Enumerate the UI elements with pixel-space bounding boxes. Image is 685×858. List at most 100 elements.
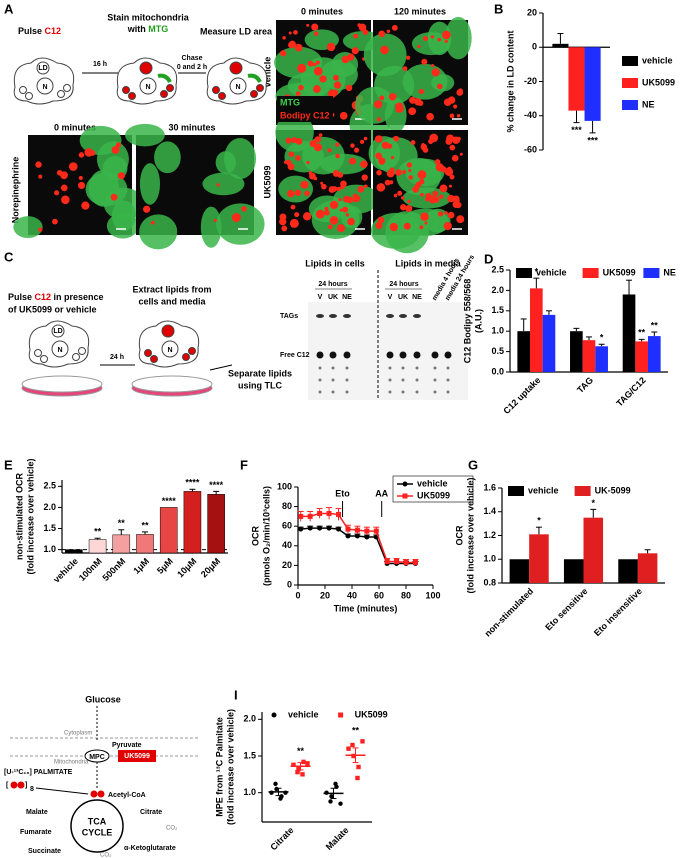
tracer: [ (6, 782, 9, 789)
tlc-spot (401, 390, 405, 394)
lipid-droplet (449, 113, 455, 119)
cell-stain (374, 65, 415, 105)
step-label: cells and media (138, 296, 206, 306)
lipid-droplet (393, 135, 400, 142)
x-tick-label: 80 (401, 590, 411, 600)
image-label: 120 minutes (394, 6, 446, 16)
lipid-droplet (444, 211, 448, 215)
significance: ** (141, 520, 149, 530)
lipid-droplet (338, 198, 342, 202)
lipid-droplet (348, 157, 357, 165)
lipid-droplet (52, 218, 58, 225)
lipid-droplet (306, 23, 310, 27)
lipid-droplet (374, 100, 383, 109)
lipid-droplet (435, 163, 444, 172)
lipid-droplet (395, 104, 404, 113)
x-tick-label: 60 (374, 590, 384, 600)
lipid-droplet (423, 35, 429, 41)
marker (298, 526, 304, 532)
lipid-droplet (431, 68, 440, 77)
mitochondrion (157, 73, 172, 83)
bar (622, 294, 636, 372)
lipid-droplet (336, 186, 341, 192)
droplet (57, 90, 65, 98)
lipid-droplet (402, 169, 407, 175)
tlc-spot (399, 314, 407, 318)
row-label: Norepinephrine (10, 157, 20, 224)
tlc-spot (343, 351, 351, 359)
lipid-droplet (353, 33, 359, 39)
cell-label: LD (38, 65, 47, 72)
lipid-droplet (425, 192, 432, 199)
cycle (70, 799, 124, 853)
arrow (209, 364, 233, 371)
lipid-droplet (380, 45, 389, 55)
y-axis-label: (fold increase over vehicle) (225, 709, 235, 825)
lipid-droplet (386, 169, 395, 178)
metabolite: α-Ketoglutarate (124, 845, 176, 852)
significance: ** (118, 518, 126, 528)
lipid-droplet (407, 199, 411, 204)
y-axis-label: MPE from ¹³C Palmitate (214, 717, 224, 817)
legend-label: vehicle (417, 478, 448, 488)
lipid-droplet (444, 167, 454, 176)
marker (307, 513, 313, 519)
lipid-droplet (361, 174, 368, 181)
lipid-droplet (430, 35, 435, 39)
bar (570, 331, 583, 372)
lipid-droplet (408, 107, 417, 116)
y-tick-label: 20 (282, 560, 292, 570)
lane-label: V (318, 294, 323, 301)
lipid-droplet (294, 155, 301, 161)
lipid-droplet (390, 155, 395, 160)
lipid-droplet (327, 224, 333, 230)
arrow (35, 787, 89, 795)
significance: **** (162, 496, 177, 506)
lipid-droplet (376, 117, 382, 122)
panel-letter: B (494, 1, 503, 16)
lipid-droplet (300, 180, 309, 189)
carbon (17, 781, 25, 789)
y-tick-label: -20 (524, 76, 537, 86)
tlc-spot (415, 390, 419, 394)
y-tick-label: 2.0 (491, 285, 504, 295)
arrow-label: 0 and 2 h (177, 64, 207, 71)
x-tick-label: Eto sensitive (543, 586, 589, 632)
cell-stain (319, 59, 358, 90)
legend-label: UK5099 (417, 490, 450, 500)
legend-label: UK-5099 (595, 485, 631, 495)
lipid-droplet (290, 204, 296, 210)
lipid-droplet (456, 136, 461, 141)
cell-label: N (167, 347, 172, 354)
lipid-droplet (354, 147, 360, 153)
tlc-spot (388, 366, 392, 370)
lipid-droplet (347, 53, 355, 61)
text: Pulse (18, 26, 45, 36)
marker (346, 746, 351, 751)
lipid-droplet (81, 201, 90, 210)
y-tick-label: 2.0 (243, 714, 256, 724)
legend-label: NE (663, 267, 676, 277)
band-label: Free C12 (280, 352, 310, 359)
lipid-droplet (375, 152, 382, 160)
metabolite: Succinate (28, 848, 61, 855)
marker (354, 533, 360, 539)
step-label: of UK5099 or vehicle (8, 304, 97, 314)
lipid-droplet (410, 140, 416, 145)
marker (278, 796, 283, 801)
marker (329, 794, 334, 799)
bar (65, 549, 83, 554)
marker (364, 534, 370, 540)
tlc-spot (388, 390, 392, 394)
lane-label: NE (412, 294, 422, 301)
panel-letter: C (4, 249, 14, 264)
significance: ** (94, 527, 102, 537)
y-tick-label: 1.4 (483, 506, 496, 516)
byproduct: CO₂ (100, 853, 112, 858)
lane-label: UK (398, 294, 408, 301)
lipid-droplet (61, 195, 70, 205)
marker (300, 772, 305, 777)
tlc-spot (318, 366, 322, 370)
lipid-droplet (417, 44, 421, 49)
